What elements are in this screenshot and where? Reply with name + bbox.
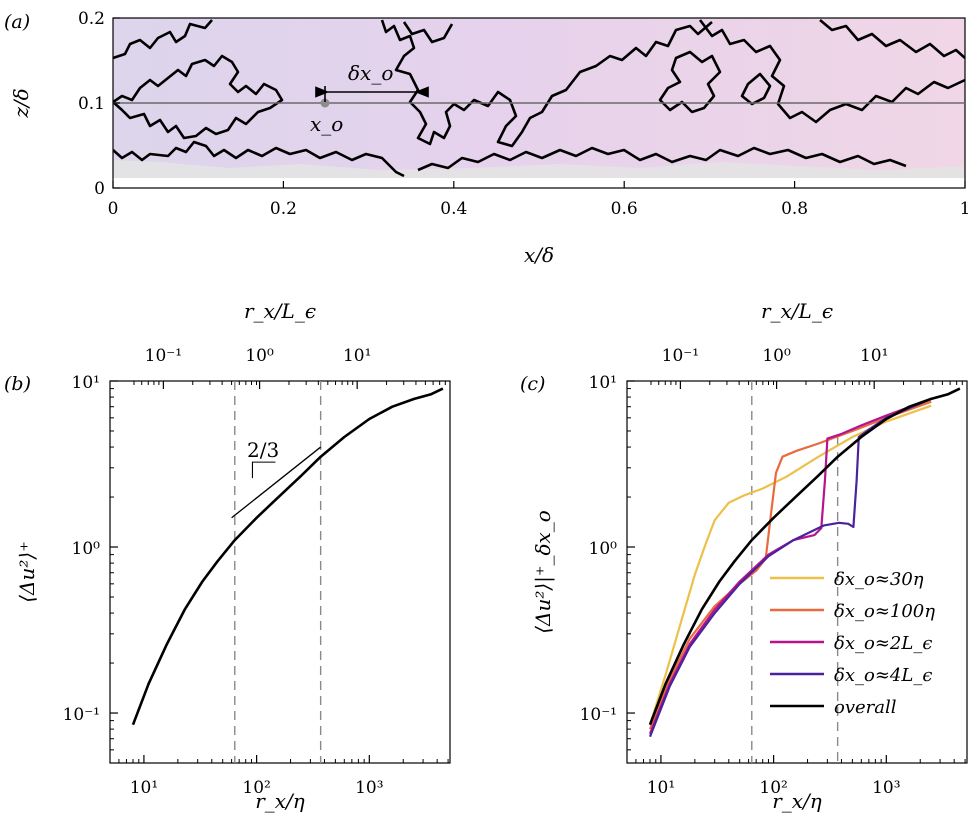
series-c [648, 387, 961, 738]
legend-label: overall [834, 697, 897, 718]
interface-contours [113, 19, 965, 178]
y-tick-label-a: 0.1 [78, 94, 105, 114]
legend-label: δx_o≈30η [834, 569, 924, 590]
xo-label: x_o [310, 112, 343, 136]
panel-label-b: (b) [4, 373, 31, 395]
panel-label-a: (a) [4, 11, 30, 33]
panel-label-c: (c) [520, 373, 545, 395]
slope-guide-line [231, 446, 322, 519]
x-tick-label: 10³ [355, 778, 383, 798]
contour-4 [380, 19, 713, 148]
x-axis-label-c: r_x/η [772, 789, 822, 813]
slope-triangle-legs [251, 461, 276, 479]
contour-6 [658, 50, 722, 114]
x-tick-label: 10³ [872, 778, 900, 798]
x-tick-label-a: 0 [108, 199, 119, 219]
axes-frame-c [626, 380, 968, 764]
panel-b: (b) 2/3 10¹ 10² 10³ 10⁻¹ 10⁰ 10¹ 10⁻¹ 10⁰ 10¹ r_… [4, 299, 451, 813]
y-tick-label: 10¹ [72, 373, 100, 393]
legend-label: δx_o≈100η [834, 601, 935, 622]
contour-1 [113, 19, 213, 60]
y-axis-label-b: ⟨Δu²⟩⁺ [15, 541, 39, 603]
x-tick-label-a: 1 [960, 199, 971, 219]
top-x-tick-label: 10⁻¹ [662, 346, 699, 366]
x-tick-label-a: 0.8 [781, 199, 808, 219]
top-x-axis-label-c: r_x/L_ϵ [761, 299, 833, 323]
lower-region [113, 160, 965, 178]
x-tick-label-a: 0.2 [270, 199, 297, 219]
y-tick-label: 10⁻¹ [580, 705, 617, 725]
panel-a: (a) δx_o x_o 0 0.2 0.4 0.6 0. [4, 9, 970, 267]
delta-x-label: δx_o [348, 61, 393, 85]
contour-9 [740, 72, 772, 106]
x-tick-label-a: 0.6 [611, 199, 638, 219]
ref-lines-c [751, 381, 839, 763]
series-line-1 [131, 387, 444, 726]
ticks-b: 10¹ 10² 10³ 10⁻¹ 10⁰ 10¹ 10⁻¹ 10⁰ 10¹ [63, 346, 449, 798]
y-tick-label-a: 0.2 [78, 9, 105, 29]
top-x-tick-label: 10¹ [343, 346, 371, 366]
y-tick-label: 10¹ [589, 373, 617, 393]
x-axis-label-a: x/δ [524, 243, 554, 267]
top-x-tick-label: 10⁰ [762, 346, 791, 366]
series-line--x-o-30- [648, 404, 932, 726]
panel-c: (c) 10¹ 10² 10³ 10⁻¹ 10⁰ 10¹ 10⁻¹ 10⁰ 10¹ δx_o≈3… [520, 299, 968, 813]
contour-2 [113, 54, 284, 140]
legend-c: δx_o≈30η δx_o≈100η δx_o≈2L_ϵ δx_o≈4L_ϵovera… [770, 569, 935, 718]
y-tick-label: 10⁰ [72, 539, 101, 559]
x-tick-label: 10² [242, 778, 270, 798]
series-line-overall [648, 387, 961, 726]
contour-3 [113, 140, 405, 178]
x-tick-label: 10¹ [647, 778, 675, 798]
y-tick-label: 10⁰ [589, 539, 618, 559]
origin-point-xo [320, 98, 330, 108]
y-axis-label-c: ⟨Δu²⟩|⁺_δx_o [531, 510, 556, 634]
y-axis-label-a: z/δ [9, 88, 33, 118]
series-b [131, 387, 444, 726]
x-tick-label: 10¹ [130, 778, 158, 798]
legend-label: δx_o≈4L_ϵ [834, 665, 932, 686]
contour-10 [417, 146, 907, 172]
x-ticks-a: 0 0.2 0.4 0.6 0.8 1 [108, 181, 971, 219]
ticks-c: 10¹ 10² 10³ 10⁻¹ 10⁰ 10¹ 10⁻¹ 10⁰ 10¹ [580, 346, 966, 798]
ref-lines-b [234, 381, 322, 763]
interface-field [113, 18, 965, 178]
y-tick-label: 10⁻¹ [63, 705, 100, 725]
slope-triangle: 2/3 [231, 438, 322, 519]
contour-7 [698, 19, 965, 124]
series-line--x-o-2L- [648, 397, 932, 735]
x-axis-label-b: r_x/η [255, 789, 305, 813]
top-x-tick-label: 10⁻¹ [145, 346, 182, 366]
contour-8 [819, 19, 965, 59]
top-x-tick-label: 10¹ [860, 346, 888, 366]
series-line--x-o-4L- [648, 397, 932, 738]
y-tick-label-a: 0 [94, 179, 105, 199]
top-x-axis-label-b: r_x/L_ϵ [244, 299, 316, 323]
y-ticks-a: 0 0.1 0.2 [78, 9, 120, 199]
x-tick-label-a: 0.4 [440, 199, 467, 219]
contour-5 [402, 21, 454, 44]
slope-label: 2/3 [247, 438, 279, 462]
legend-label: δx_o≈2L_ϵ [834, 633, 932, 654]
top-x-tick-label: 10⁰ [245, 346, 274, 366]
x-tick-label: 10² [759, 778, 787, 798]
axes-frame-b [109, 380, 451, 764]
